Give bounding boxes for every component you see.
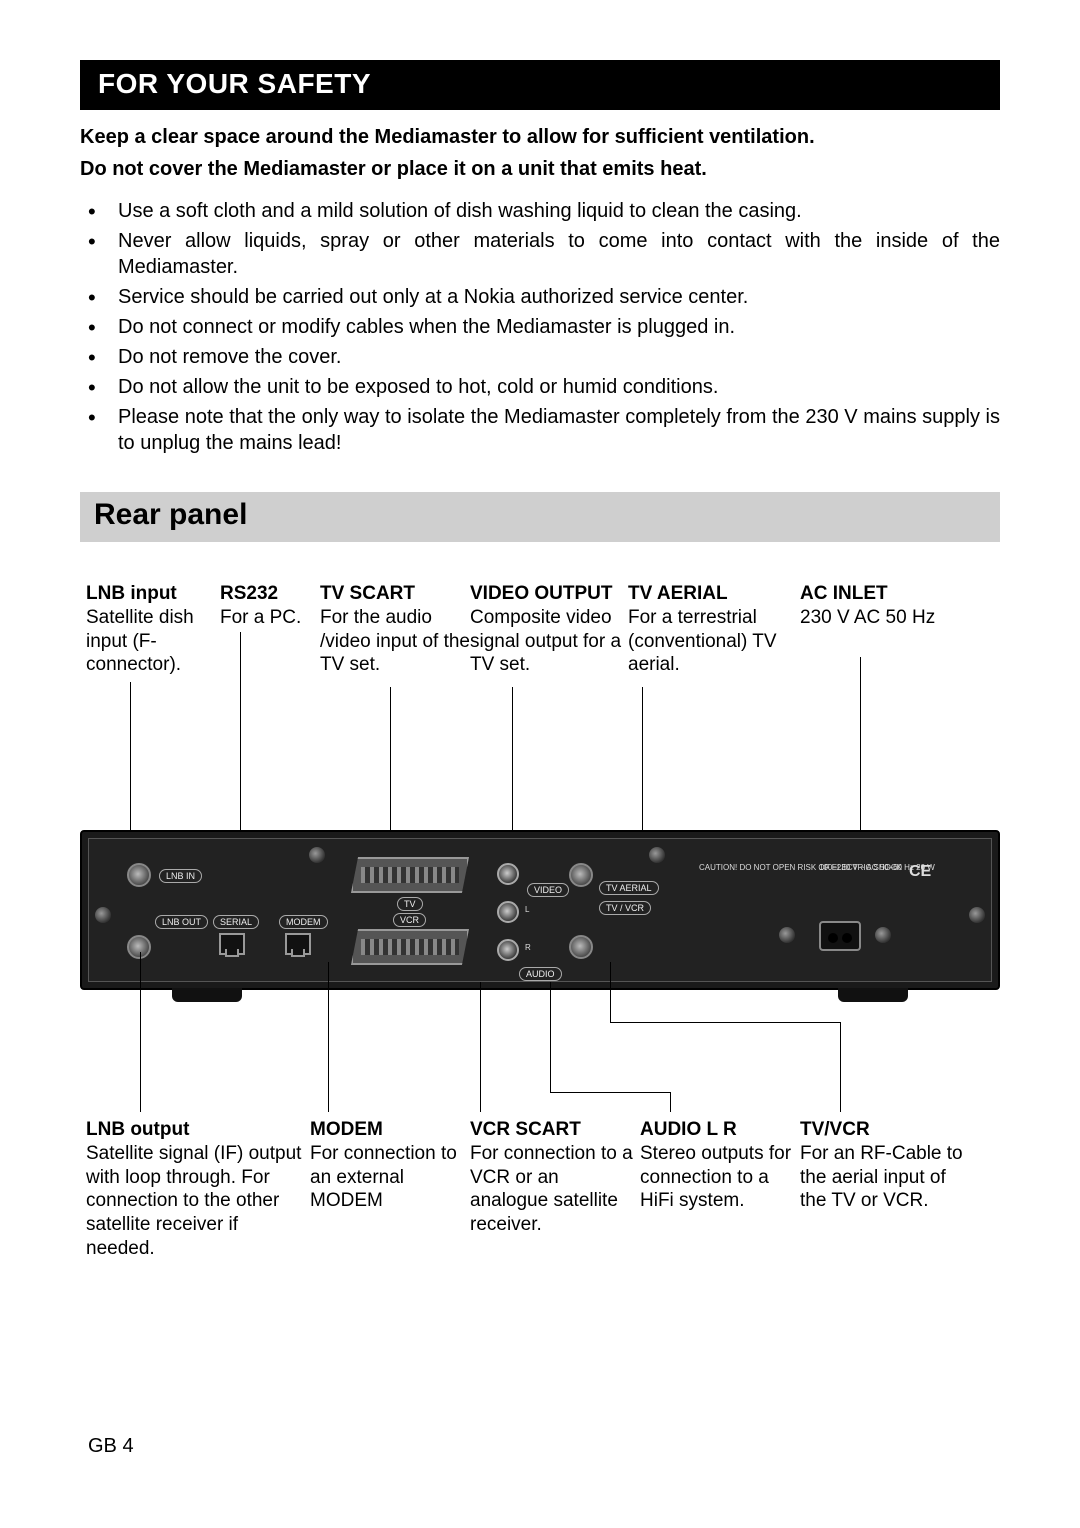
callout-title: TV SCART (320, 582, 470, 606)
callout-title: TV/VCR (800, 1118, 970, 1142)
leader-line (610, 1022, 840, 1023)
tv-vcr-connector (569, 935, 593, 959)
callout-modem: MODEM For connection to an external MODE… (310, 1118, 460, 1213)
lnb-in-connector (127, 863, 151, 887)
callout-desc: For connection to a VCR or an analogue s… (470, 1142, 635, 1237)
list-item: Please note that the only way to isolate… (80, 404, 1000, 456)
device-label: TV (397, 897, 423, 911)
safety-heading: FOR YOUR SAFETY (80, 60, 1000, 110)
rear-panel-heading: Rear panel (80, 492, 1000, 542)
device-label: LNB IN (159, 869, 202, 883)
callout-title: VCR SCART (470, 1118, 635, 1142)
list-item: Do not allow the unit to be exposed to h… (80, 374, 1000, 400)
device-chassis: LNB IN LNB OUT SERIAL MODEM TV VCR VIDEO… (88, 838, 992, 982)
callout-desc: For the audio /video input of the TV set… (320, 606, 470, 677)
leader-line (610, 962, 611, 1022)
device-label: LNB OUT (155, 915, 208, 929)
page: FOR YOUR SAFETY Keep a clear space aroun… (80, 60, 1000, 1302)
screw-icon (309, 847, 325, 863)
safety-intro-2: Do not cover the Mediamaster or place it… (80, 156, 1000, 182)
video-rca (497, 863, 519, 885)
tv-scart-connector (351, 857, 469, 893)
callout-desc: For a PC. (220, 606, 315, 630)
callout-tv-vcr: TV/VCR For an RF-Cable to the aerial inp… (800, 1118, 970, 1213)
device-label: VIDEO (527, 883, 569, 897)
callout-title: AC INLET (800, 582, 950, 606)
modem-port (285, 933, 311, 955)
list-item: Use a soft cloth and a mild solution of … (80, 198, 1000, 224)
callout-title: VIDEO OUTPUT (470, 582, 625, 606)
device-foot (172, 988, 242, 1002)
tv-aerial-connector (569, 863, 593, 887)
leader-line (550, 982, 551, 1092)
leader-line (328, 962, 329, 1112)
leader-line (390, 687, 391, 852)
callout-desc: Composite video signal output for a TV s… (470, 606, 625, 677)
callout-tv-scart: TV SCART For the audio /video input of t… (320, 582, 470, 677)
device-label: L (525, 905, 529, 914)
callout-ac-inlet: AC INLET 230 V AC 50 Hz (800, 582, 950, 630)
device-label: SERIAL (213, 915, 259, 929)
leader-line (130, 682, 131, 854)
device-label: AUDIO (519, 967, 562, 981)
callout-desc: Satellite signal (IF) output with loop t… (86, 1142, 311, 1261)
callout-vcr-scart: VCR SCART For connection to a VCR or an … (470, 1118, 635, 1237)
callout-title: TV AERIAL (628, 582, 788, 606)
callout-title: MODEM (310, 1118, 460, 1142)
leader-line (550, 1092, 670, 1093)
callout-title: RS232 (220, 582, 315, 606)
callout-lnb-input: LNB input Satellite dish input (F-connec… (86, 582, 216, 677)
device-rear-panel: LNB IN LNB OUT SERIAL MODEM TV VCR VIDEO… (80, 830, 1000, 990)
callout-tv-aerial: TV AERIAL For a terrestrial (conventiona… (628, 582, 788, 677)
screw-icon (649, 847, 665, 863)
callout-rs232: RS232 For a PC. (220, 582, 315, 630)
lnb-out-connector (127, 935, 151, 959)
leader-line (840, 1022, 841, 1112)
safety-list: Use a soft cloth and a mild solution of … (80, 198, 1000, 456)
leader-line (512, 687, 513, 852)
ce-mark: CE (909, 863, 931, 881)
callout-video-output: VIDEO OUTPUT Composite video signal outp… (470, 582, 625, 677)
device-label: VCR (393, 913, 426, 927)
callout-lnb-output: LNB output Satellite signal (IF) output … (86, 1118, 311, 1261)
callout-desc: For connection to an external MODEM (310, 1142, 460, 1213)
device-label: TV AERIAL (599, 881, 659, 895)
rear-panel-diagram: LNB input Satellite dish input (F-connec… (80, 582, 1000, 1302)
screw-icon (875, 927, 891, 943)
screw-icon (95, 907, 111, 923)
callout-audio-lr: AUDIO L R Stereo outputs for connection … (640, 1118, 800, 1213)
audio-l-rca (497, 901, 519, 923)
device-label: TV / VCR (599, 901, 651, 915)
callout-desc: 230 V AC 50 Hz (800, 606, 950, 630)
callout-desc: For a terrestrial (conventional) TV aeri… (628, 606, 788, 677)
callout-title: AUDIO L R (640, 1118, 800, 1142)
device-label: R (525, 943, 531, 952)
callout-desc: Satellite dish input (F-connector). (86, 606, 216, 677)
list-item: Do not connect or modify cables when the… (80, 314, 1000, 340)
ac-inlet-socket (819, 921, 861, 951)
device-foot (838, 988, 908, 1002)
screw-icon (779, 927, 795, 943)
device-label: MODEM (279, 915, 328, 929)
leader-line (670, 1092, 671, 1112)
leader-line (140, 952, 141, 1112)
callout-title: LNB input (86, 582, 216, 606)
audio-r-rca (497, 939, 519, 961)
screw-icon (969, 907, 985, 923)
list-item: Never allow liquids, spray or other mate… (80, 228, 1000, 280)
page-number: GB 4 (88, 1435, 134, 1458)
list-item: Service should be carried out only at a … (80, 284, 1000, 310)
callout-desc: Stereo outputs for connection to a HiFi … (640, 1142, 800, 1213)
safety-intro-1: Keep a clear space around the Mediamaste… (80, 124, 1000, 150)
leader-line (480, 982, 481, 1112)
list-item: Do not remove the cover. (80, 344, 1000, 370)
serial-port (219, 933, 245, 955)
callout-title: LNB output (86, 1118, 311, 1142)
callout-desc: For an RF-Cable to the aerial input of t… (800, 1142, 970, 1213)
vcr-scart-connector (351, 929, 469, 965)
